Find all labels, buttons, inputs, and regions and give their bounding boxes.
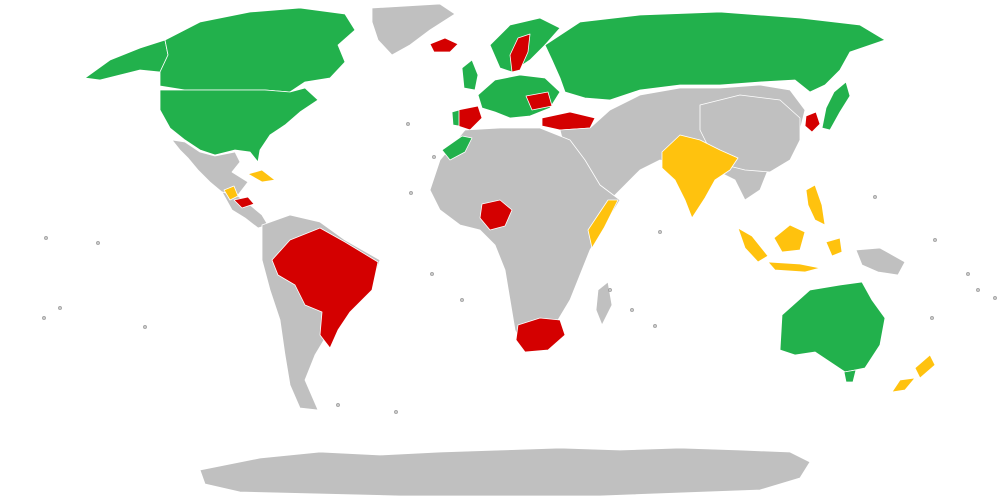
region-morocco[interactable]: [441, 135, 473, 161]
island-marker: [930, 316, 934, 320]
region-somalia[interactable]: [587, 199, 619, 249]
island-marker: [336, 403, 340, 407]
island-marker: [993, 296, 997, 300]
island-marker: [630, 308, 634, 312]
region-mexico[interactable]: [171, 139, 249, 196]
island-marker: [96, 241, 100, 245]
region-madagascar[interactable]: [595, 281, 613, 326]
small-islands: [42, 122, 997, 414]
island-marker: [933, 238, 937, 242]
island-marker: [976, 288, 980, 292]
island-marker: [42, 316, 46, 320]
region-portugal[interactable]: [451, 109, 460, 127]
island-marker: [406, 122, 410, 126]
region-cuba[interactable]: [247, 169, 276, 183]
region-iceland[interactable]: [429, 37, 459, 53]
region-new-zealand[interactable]: [891, 354, 936, 393]
island-marker: [460, 298, 464, 302]
region-brazil[interactable]: [271, 227, 379, 349]
island-marker: [409, 191, 413, 195]
region-indonesia[interactable]: [737, 227, 843, 273]
island-marker: [432, 155, 436, 159]
island-marker: [394, 410, 398, 414]
island-marker: [658, 230, 662, 234]
island-marker: [966, 272, 970, 276]
island-marker: [873, 195, 877, 199]
region-sweden[interactable]: [509, 33, 531, 73]
region-japan[interactable]: [821, 81, 851, 131]
region-africa[interactable]: [429, 127, 621, 353]
region-antarctica[interactable]: [199, 447, 811, 497]
island-marker: [653, 324, 657, 328]
region-borneo[interactable]: [773, 224, 806, 253]
region-balkans[interactable]: [525, 91, 553, 111]
region-russia[interactable]: [544, 11, 886, 101]
region-australia[interactable]: [779, 281, 886, 373]
region-uk-ireland[interactable]: [461, 59, 479, 91]
island-marker: [608, 288, 612, 292]
region-guatemala[interactable]: [223, 185, 239, 201]
region-korea[interactable]: [804, 111, 821, 133]
island-marker: [143, 325, 147, 329]
island-marker: [44, 236, 48, 240]
region-india[interactable]: [661, 134, 739, 219]
island-marker: [430, 272, 434, 276]
region-greenland[interactable]: [371, 3, 456, 56]
region-usa[interactable]: [159, 87, 319, 163]
region-honduras[interactable]: [233, 196, 255, 209]
region-tasmania[interactable]: [843, 369, 857, 383]
region-philippines[interactable]: [805, 184, 826, 226]
island-marker: [58, 306, 62, 310]
region-south-africa[interactable]: [515, 317, 566, 353]
region-nigeria[interactable]: [479, 199, 513, 231]
region-canada[interactable]: [159, 7, 356, 93]
region-new-guinea[interactable]: [855, 247, 906, 276]
